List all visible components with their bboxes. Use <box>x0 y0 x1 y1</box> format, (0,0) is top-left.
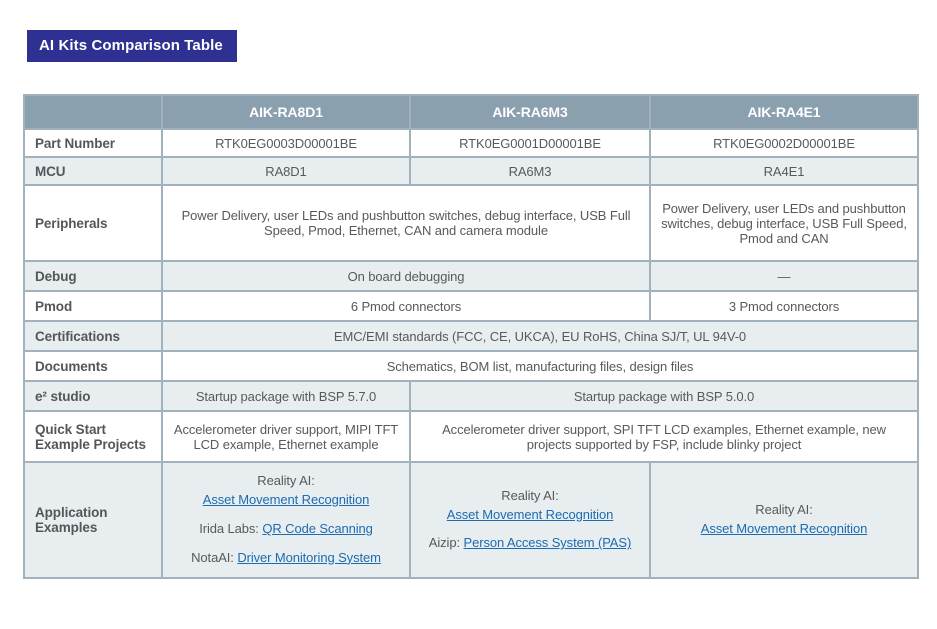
link-asset-movement-recognition-ra8d1[interactable]: Asset Movement Recognition <box>202 492 370 508</box>
cell-quick-start-ra8d1: Accelerometer driver support, MIPI TFT L… <box>161 410 411 463</box>
cell-e2-studio-ra8d1: Startup package with BSP 5.7.0 <box>161 380 411 412</box>
link-person-access-system[interactable]: Person Access System (PAS) <box>463 535 632 551</box>
cell-peripherals-ra4e1: Power Delivery, user LEDs and pushbutton… <box>649 184 919 262</box>
link-driver-monitoring-system[interactable]: Driver Monitoring System <box>237 549 381 565</box>
cell-debug-ra8d1-ra6m3: On board debugging <box>161 260 651 292</box>
cell-part-number-ra4e1: RTK0EG0002D00001BE <box>649 128 919 158</box>
row-documents: Documents Schematics, BOM list, manufact… <box>23 350 919 382</box>
app-example-vendor: Reality AI: <box>501 487 559 503</box>
comparison-table: AIK-RA8D1 AIK-RA6M3 AIK-RA4E1 Part Numbe… <box>23 94 919 579</box>
row-label-documents: Documents <box>23 350 163 382</box>
app-example-vendor: Irida Labs: <box>199 521 259 536</box>
row-mcu: MCU RA8D1 RA6M3 RA4E1 <box>23 156 919 186</box>
row-label-e2-studio: e² studio <box>23 380 163 412</box>
row-label-certifications: Certifications <box>23 320 163 352</box>
app-example-entry: Aizip: Person Access System (PAS) <box>421 534 639 553</box>
cell-pmod-ra4e1: 3 Pmod connectors <box>649 290 919 322</box>
cell-application-examples-ra4e1: Reality AI: Asset Movement Recognition <box>649 461 919 579</box>
cell-documents-all: Schematics, BOM list, manufacturing file… <box>161 350 919 382</box>
link-qr-code-scanning[interactable]: QR Code Scanning <box>262 521 373 536</box>
row-label-application-examples: Application Examples <box>23 461 163 579</box>
cell-mcu-ra8d1: RA8D1 <box>161 156 411 186</box>
row-application-examples: Application Examples Reality AI: Asset M… <box>23 461 919 579</box>
app-example-vendor: NotaAI: <box>191 549 234 565</box>
link-asset-movement-recognition-ra4e1[interactable]: Asset Movement Recognition <box>700 521 868 536</box>
row-label-peripherals: Peripherals <box>23 184 163 262</box>
cell-mcu-ra6m3: RA6M3 <box>409 156 651 186</box>
row-part-number: Part Number RTK0EG0003D00001BE RTK0EG000… <box>23 128 919 158</box>
row-quick-start: Quick Start Example Projects Acceleromet… <box>23 410 919 463</box>
link-asset-movement-recognition-ra6m3[interactable]: Asset Movement Recognition <box>446 506 614 522</box>
app-example-vendor: Reality AI: <box>755 502 813 518</box>
app-example-vendor: Aizip: <box>428 535 460 551</box>
row-debug: Debug On board debugging — <box>23 260 919 292</box>
cell-application-examples-ra6m3: Reality AI: Asset Movement Recognition A… <box>409 461 651 579</box>
row-label-pmod: Pmod <box>23 290 163 322</box>
header-row: AIK-RA8D1 AIK-RA6M3 AIK-RA4E1 <box>23 94 919 130</box>
header-cell-aik-ra6m3: AIK-RA6M3 <box>409 94 651 130</box>
row-label-debug: Debug <box>23 260 163 292</box>
cell-e2-studio-ra6m3-ra4e1: Startup package with BSP 5.0.0 <box>409 380 919 412</box>
app-example-entry: Reality AI: Asset Movement Recognition <box>173 472 399 510</box>
cell-part-number-ra8d1: RTK0EG0003D00001BE <box>161 128 411 158</box>
row-peripherals: Peripherals Power Delivery, user LEDs an… <box>23 184 919 262</box>
row-label-mcu: MCU <box>23 156 163 186</box>
header-cell-aik-ra8d1: AIK-RA8D1 <box>161 94 411 130</box>
comparison-table-wrapper: AIK-RA8D1 AIK-RA6M3 AIK-RA4E1 Part Numbe… <box>23 94 919 579</box>
cell-peripherals-ra8d1-ra6m3: Power Delivery, user LEDs and pushbutton… <box>161 184 651 262</box>
row-e2-studio: e² studio Startup package with BSP 5.7.0… <box>23 380 919 412</box>
cell-part-number-ra6m3: RTK0EG0001D00001BE <box>409 128 651 158</box>
app-example-entry: NotaAI: Driver Monitoring System <box>173 549 399 568</box>
cell-debug-ra4e1: — <box>649 260 919 292</box>
cell-application-examples-ra8d1: Reality AI: Asset Movement Recognition I… <box>161 461 411 579</box>
header-cell-aik-ra4e1: AIK-RA4E1 <box>649 94 919 130</box>
cell-certifications-all: EMC/EMI standards (FCC, CE, UKCA), EU Ro… <box>161 320 919 352</box>
page-title: AI Kits Comparison Table <box>27 30 237 62</box>
app-example-entry: Irida Labs: QR Code Scanning <box>173 520 399 539</box>
app-example-vendor: Reality AI: <box>257 473 315 489</box>
cell-mcu-ra4e1: RA4E1 <box>649 156 919 186</box>
app-example-entry: Reality AI: Asset Movement Recognition <box>421 487 639 525</box>
row-label-quick-start: Quick Start Example Projects <box>23 410 163 463</box>
row-certifications: Certifications EMC/EMI standards (FCC, C… <box>23 320 919 352</box>
row-label-part-number: Part Number <box>23 128 163 158</box>
cell-quick-start-ra6m3-ra4e1: Accelerometer driver support, SPI TFT LC… <box>409 410 919 463</box>
app-example-entry: Reality AI: Asset Movement Recognition <box>661 501 907 539</box>
cell-pmod-ra8d1-ra6m3: 6 Pmod connectors <box>161 290 651 322</box>
header-cell-empty <box>23 94 163 130</box>
row-pmod: Pmod 6 Pmod connectors 3 Pmod connectors <box>23 290 919 322</box>
